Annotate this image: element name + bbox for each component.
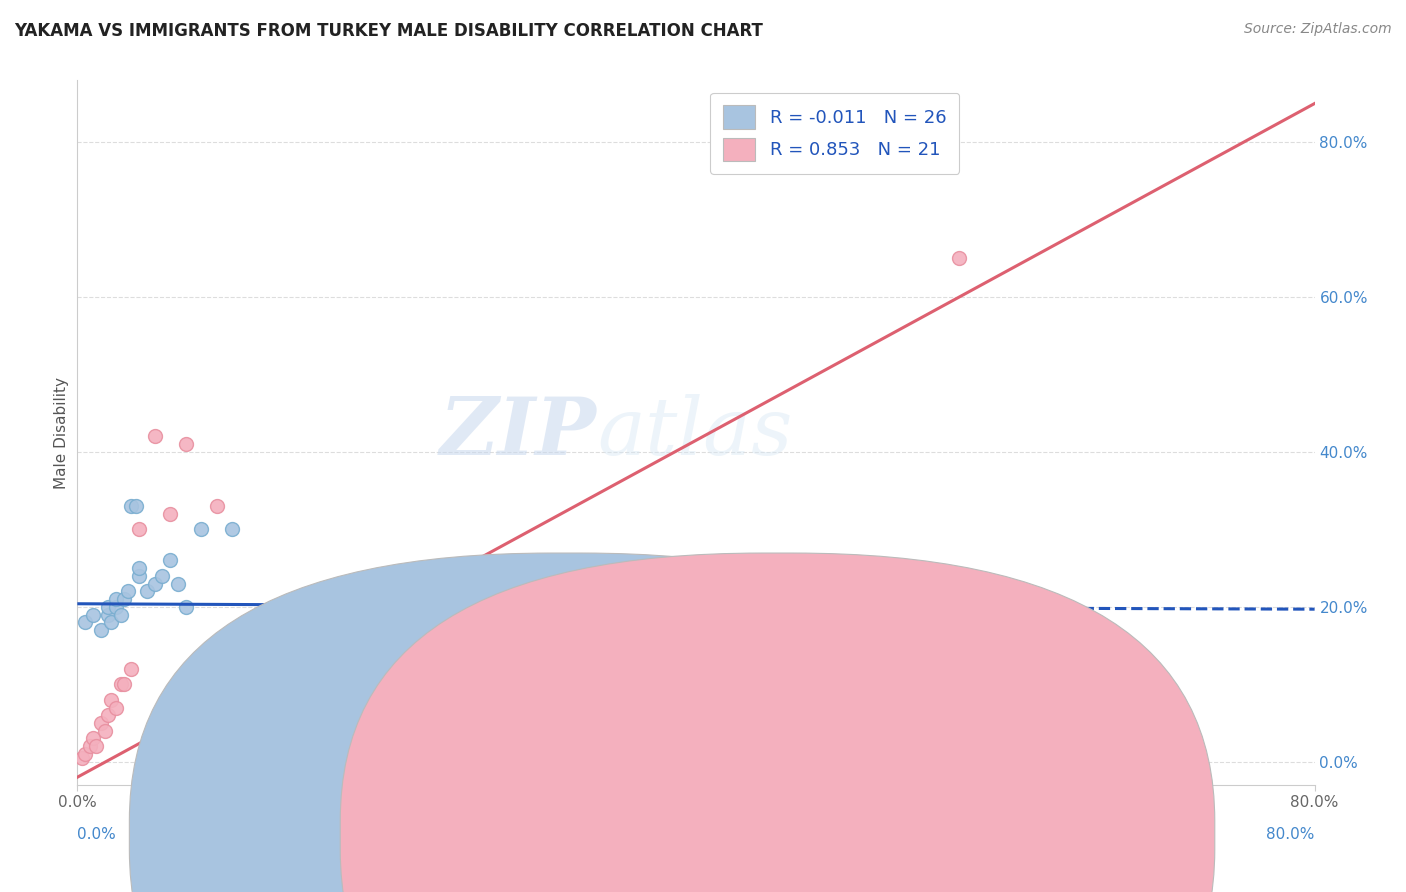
Point	[283, 654, 305, 668]
Text: ZIP: ZIP	[440, 394, 598, 471]
Text: Yakama: Yakama	[586, 827, 645, 841]
Point	[121, 662, 143, 676]
Point	[110, 677, 132, 691]
Point	[159, 507, 181, 521]
Point	[167, 576, 190, 591]
Point	[75, 747, 96, 761]
Point	[1040, 607, 1063, 622]
Point	[221, 523, 243, 537]
Point	[152, 569, 174, 583]
Point	[125, 499, 148, 513]
Y-axis label: Male Disability: Male Disability	[53, 376, 69, 489]
Point	[105, 700, 127, 714]
Point	[159, 553, 181, 567]
Point	[136, 584, 159, 599]
Point	[82, 731, 104, 746]
Point	[221, 662, 243, 676]
Text: Immigrants from Turkey: Immigrants from Turkey	[797, 827, 980, 841]
Text: atlas: atlas	[598, 394, 793, 471]
Point	[84, 739, 107, 754]
Point	[97, 607, 120, 622]
Point	[97, 599, 120, 614]
Point	[112, 592, 135, 607]
Point	[100, 693, 122, 707]
Text: YAKAMA VS IMMIGRANTS FROM TURKEY MALE DISABILITY CORRELATION CHART: YAKAMA VS IMMIGRANTS FROM TURKEY MALE DI…	[14, 22, 763, 40]
Point	[143, 429, 166, 443]
Point	[121, 499, 143, 513]
Point	[128, 523, 150, 537]
Text: Source: ZipAtlas.com: Source: ZipAtlas.com	[1244, 22, 1392, 37]
Text: 0.0%: 0.0%	[77, 827, 117, 841]
Point	[97, 708, 120, 723]
Point	[117, 584, 139, 599]
Point	[79, 739, 101, 754]
Point	[94, 723, 117, 738]
Point	[75, 615, 96, 630]
Point	[1071, 607, 1094, 622]
Point	[948, 252, 970, 266]
Point	[112, 677, 135, 691]
Point	[105, 592, 127, 607]
Point	[128, 569, 150, 583]
Point	[128, 561, 150, 575]
Point	[190, 523, 212, 537]
Point	[82, 607, 104, 622]
Point	[90, 623, 111, 637]
Point	[90, 716, 111, 731]
Point	[174, 599, 197, 614]
Point	[252, 623, 274, 637]
Legend: R = -0.011   N = 26, R = 0.853   N = 21: R = -0.011 N = 26, R = 0.853 N = 21	[710, 93, 959, 174]
Text: 80.0%: 80.0%	[1267, 827, 1315, 841]
Point	[110, 607, 132, 622]
Point	[143, 576, 166, 591]
Point	[100, 615, 122, 630]
Point	[70, 751, 93, 765]
Point	[205, 499, 228, 513]
Point	[105, 599, 127, 614]
Point	[174, 437, 197, 451]
